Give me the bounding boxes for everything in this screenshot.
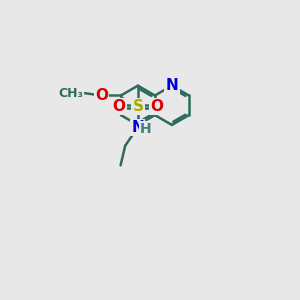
- Text: S: S: [132, 99, 143, 114]
- Text: CH₃: CH₃: [58, 87, 83, 100]
- Text: O: O: [150, 99, 163, 114]
- Text: H: H: [140, 122, 151, 136]
- Text: N: N: [131, 120, 144, 135]
- Text: O: O: [95, 88, 108, 103]
- Text: O: O: [112, 99, 125, 114]
- Text: N: N: [166, 78, 178, 93]
